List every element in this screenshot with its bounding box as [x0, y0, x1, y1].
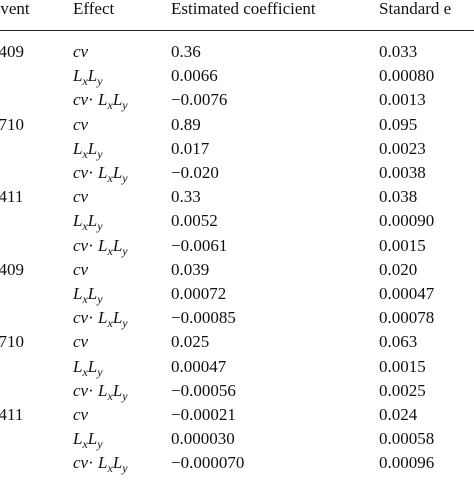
cell-standard-error: 0.063: [379, 332, 418, 351]
cell-event: 0710: [0, 115, 24, 134]
cell-estimated-coefficient: 0.017: [171, 139, 210, 158]
cell-effect: cv: [73, 187, 89, 206]
cell-effect: cv· LxLy: [73, 308, 128, 330]
cell-estimated-coefficient: −0.020: [171, 163, 219, 182]
cell-standard-error: 0.024: [379, 405, 418, 424]
cell-event: 2409: [0, 42, 24, 61]
cell-standard-error: 0.00080: [379, 66, 435, 85]
cell-effect: cv· LxLy: [73, 90, 128, 112]
cell-standard-error: 0.0015: [379, 357, 426, 376]
cell-estimated-coefficient: 0.89: [171, 115, 201, 134]
cell-estimated-coefficient: 0.0052: [171, 211, 218, 230]
cell-effect: LxLy: [73, 429, 103, 451]
cell-estimated-coefficient: 0.039: [171, 260, 210, 279]
cell-standard-error: 0.095: [379, 115, 418, 134]
cell-estimated-coefficient: 0.36: [171, 42, 201, 61]
cell-standard-error: 0.00047: [379, 284, 435, 303]
cell-effect: cv· LxLy: [73, 453, 128, 475]
cell-estimated-coefficient: −0.0076: [171, 90, 228, 109]
cell-effect: LxLy: [73, 357, 103, 379]
cell-estimated-coefficient: −0.00021: [171, 405, 236, 424]
cell-estimated-coefficient: 0.0066: [171, 66, 218, 85]
cell-effect: cv: [73, 42, 89, 61]
cell-standard-error: 0.00058: [379, 429, 435, 448]
cell-effect: cv: [73, 260, 89, 279]
cell-standard-error: 0.020: [379, 260, 418, 279]
header-rule: [0, 30, 474, 31]
cell-estimated-coefficient: 0.00072: [171, 284, 227, 303]
cell-effect: cv· LxLy: [73, 236, 128, 258]
cell-estimated-coefficient: −0.00056: [171, 381, 236, 400]
cell-standard-error: 0.00078: [379, 308, 435, 327]
cell-effect: cv· LxLy: [73, 381, 128, 403]
cell-standard-error: 0.033: [379, 42, 418, 61]
cell-estimated-coefficient: 0.025: [171, 332, 210, 351]
cell-standard-error: 0.0038: [379, 163, 426, 182]
cell-standard-error: 0.038: [379, 187, 418, 206]
cell-effect: LxLy: [73, 139, 103, 161]
cell-estimated-coefficient: −0.0061: [171, 236, 228, 255]
cell-effect: cv: [73, 115, 89, 134]
header-estimated-coefficient: Estimated coefficient: [171, 0, 316, 18]
cell-standard-error: 0.00090: [379, 211, 435, 230]
header-effect: Effect: [73, 0, 115, 18]
cell-effect: cv· LxLy: [73, 163, 128, 185]
cell-event: 0411: [0, 405, 24, 424]
cell-effect: LxLy: [73, 66, 103, 88]
cell-estimated-coefficient: −0.00085: [171, 308, 236, 327]
cell-effect: LxLy: [73, 284, 103, 306]
cell-effect: cv: [73, 405, 89, 424]
cell-event: 0710: [0, 332, 24, 351]
cell-standard-error: 0.00096: [379, 453, 435, 472]
cell-estimated-coefficient: 0.000030: [171, 429, 235, 448]
cell-standard-error: 0.0023: [379, 139, 426, 158]
cell-effect: cv: [73, 332, 89, 351]
cell-standard-error: 0.0015: [379, 236, 426, 255]
cell-standard-error: 0.0013: [379, 90, 426, 109]
header-standard-error: Standard e: [379, 0, 452, 18]
cell-standard-error: 0.0025: [379, 381, 426, 400]
cell-estimated-coefficient: 0.33: [171, 187, 201, 206]
cell-estimated-coefficient: 0.00047: [171, 357, 227, 376]
cell-estimated-coefficient: −0.000070: [171, 453, 245, 472]
cell-event: 2409: [0, 260, 24, 279]
cell-effect: LxLy: [73, 211, 103, 233]
cell-event: 0411: [0, 187, 24, 206]
header-event: Event: [0, 0, 30, 18]
